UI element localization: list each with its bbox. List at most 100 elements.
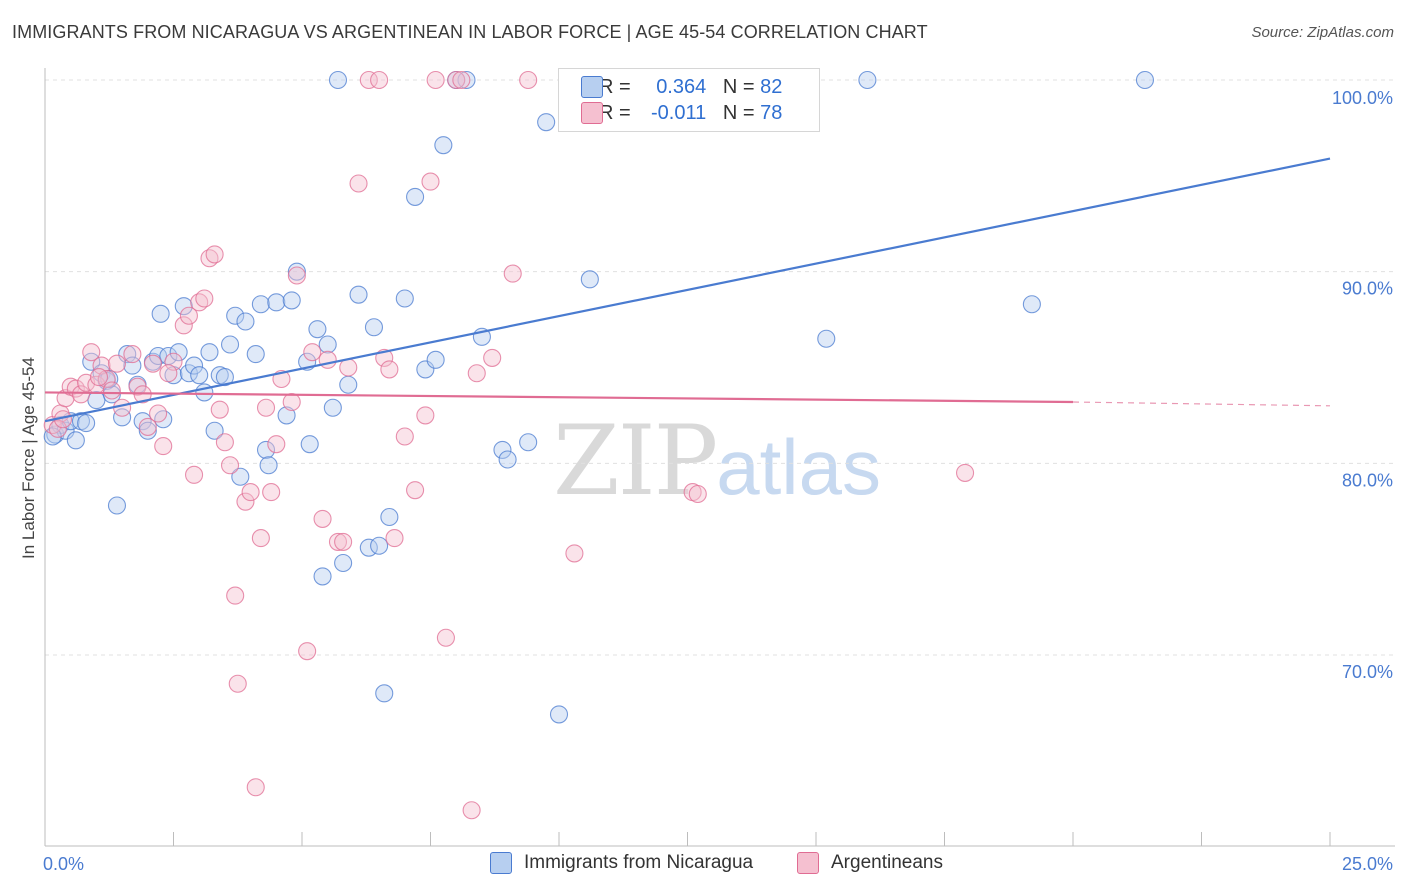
point-argentineans [395,427,414,446]
point-argentineans [236,492,255,511]
point-nicaragua [215,368,234,387]
point-nicaragua [1135,70,1155,90]
point-argentineans [195,289,214,308]
point-nicaragua [107,496,127,515]
point-nicaragua [334,553,353,573]
bottom-legend-swatch-argentineans [797,852,819,874]
point-nicaragua [395,289,414,308]
point-argentineans [220,456,240,475]
point-nicaragua [282,291,301,310]
point-nicaragua [200,343,219,362]
point-nicaragua [370,536,389,555]
point-nicaragua [406,187,425,206]
point-nicaragua [328,70,348,90]
legend-n-label: N = [722,75,755,98]
point-nicaragua [300,435,319,454]
legend-n-value-nicaragua: 82 [760,75,783,98]
point-argentineans [282,392,301,412]
point-nicaragua [313,567,332,586]
legend-n-value-argentineans: 78 [760,101,783,124]
point-argentineans [228,674,247,693]
point-argentineans [380,360,399,379]
point-nicaragua [236,312,255,331]
point-nicaragua [267,293,286,312]
trend-line-argentineans [44,391,1074,404]
point-argentineans [267,435,286,454]
legend-row-argentineans: R = -0.011 N = 78 [581,100,783,126]
point-argentineans [164,352,183,371]
point-argentineans [256,398,276,417]
point-nicaragua [185,356,204,375]
point-argentineans [483,348,502,367]
point-argentineans [416,406,435,425]
point-argentineans [246,778,265,797]
legend: R = 0.364 N = 82 R = -0.011 N = 78 [558,68,820,132]
point-nicaragua [349,285,368,304]
point-nicaragua [190,366,209,385]
point-argentineans [385,529,404,548]
chart-title: IMMIGRANTS FROM NICARAGUA VS ARGENTINEAN… [12,22,928,42]
point-argentineans [519,70,538,90]
point-argentineans [48,419,67,438]
point-nicaragua [174,297,193,316]
data-points [43,70,1155,820]
point-argentineans [215,433,234,452]
x-tick-label-max: 25.0% [1342,854,1393,874]
point-argentineans [154,437,173,456]
bottom-legend-nicaragua[interactable]: Immigrants from Nicaragua [490,852,753,874]
point-nicaragua [138,421,157,440]
point-argentineans [370,70,389,90]
legend-n-label: N = [722,101,755,124]
point-nicaragua [817,329,836,348]
point-nicaragua [375,684,394,703]
point-argentineans [688,484,707,504]
point-nicaragua [339,375,358,394]
point-argentineans [503,264,522,283]
point-argentineans [71,385,91,404]
point-argentineans [359,70,378,90]
y-tick-label: 80.0% [1342,470,1393,490]
point-nicaragua [434,136,453,155]
point-argentineans [241,483,260,502]
y-tick-label: 90.0% [1342,279,1393,299]
y-tick-label: 70.0% [1342,662,1393,682]
point-nicaragua [318,335,337,354]
point-nicaragua [151,304,170,323]
point-argentineans [174,316,193,335]
gridlines [45,79,1395,656]
point-argentineans [452,70,471,90]
point-nicaragua [493,440,512,459]
point-nicaragua [308,320,327,339]
point-argentineans [303,343,322,362]
point-argentineans [318,350,337,369]
point-nicaragua [205,421,224,440]
point-argentineans [143,354,162,373]
point-argentineans [298,642,317,661]
trend-line-nicaragua [44,157,1331,423]
point-nicaragua [498,450,517,469]
watermark-atlas: atlas [716,423,881,511]
point-nicaragua [858,70,877,90]
legend-r-label: R = [599,75,631,98]
source-label: Source: ZipAtlas.com [1251,24,1394,41]
point-nicaragua [246,345,265,364]
point-nicaragua [426,350,445,369]
point-nicaragua [537,113,556,132]
trend-lines [44,157,1331,423]
point-argentineans [426,70,445,90]
point-nicaragua [323,398,342,417]
point-argentineans [149,404,168,423]
point-argentineans [447,70,466,90]
point-nicaragua [231,467,250,486]
axes [44,68,1395,847]
point-argentineans [97,369,116,389]
point-nicaragua [226,306,245,325]
bottom-legend-argentineans[interactable]: Argentineans [797,852,943,874]
legend-r-value-nicaragua: 0.364 [656,75,707,98]
point-argentineans [287,266,306,285]
point-nicaragua [113,408,132,427]
point-argentineans [138,417,157,436]
y-axis-label: In Labor Force | Age 45-54 [19,357,38,559]
x-tick-label-min: 0.0% [43,854,84,874]
